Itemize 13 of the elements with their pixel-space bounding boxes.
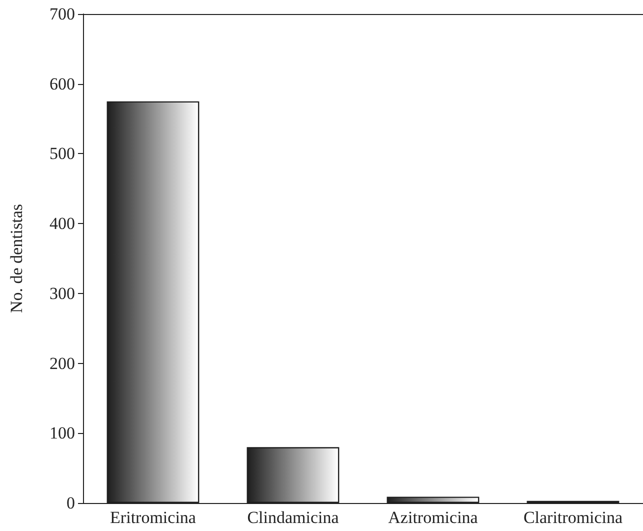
y-tick-label: 0 xyxy=(66,494,75,512)
x-tick-label: Eritromicina xyxy=(110,508,196,527)
x-tick-label: Clindamicina xyxy=(247,508,340,527)
y-tick-label: 700 xyxy=(50,4,75,24)
x-tick-label: Claritromicina xyxy=(523,508,624,527)
y-tick-label: 600 xyxy=(50,74,75,94)
y-tick-label: 100 xyxy=(50,424,75,443)
y-tick-label: 300 xyxy=(50,284,75,303)
y-axis-title: No. de dentistas xyxy=(7,204,26,314)
y-tick-label: 500 xyxy=(50,144,75,164)
x-tick-label: Azitromicina xyxy=(388,508,478,527)
y-tick-label: 200 xyxy=(50,354,75,373)
y-tick-label: 400 xyxy=(50,214,75,234)
